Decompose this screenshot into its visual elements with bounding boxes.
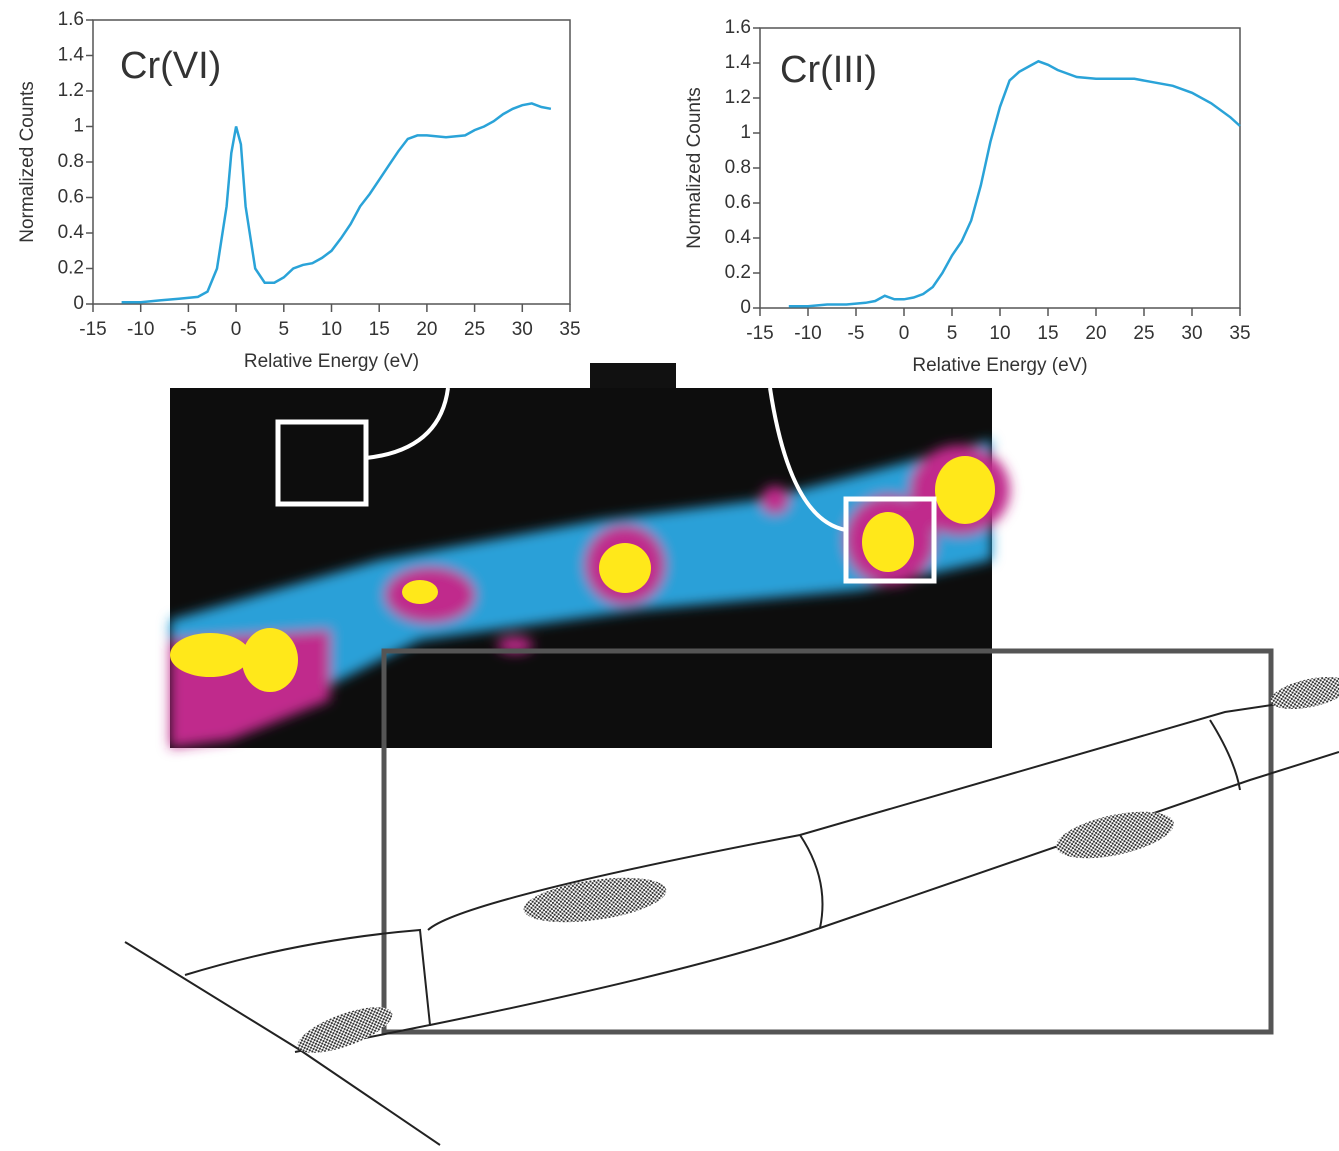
x-tick-label: 15	[1037, 323, 1058, 344]
x-tick-label: -5	[180, 319, 197, 340]
chart-title: Cr(III)	[780, 49, 877, 91]
y-tick-label: 0.8	[58, 151, 84, 172]
xrf-map	[170, 363, 1010, 748]
y-tick-label: 1	[740, 122, 751, 143]
y-tick-label: 0	[740, 297, 751, 318]
x-axis-label: Relative Energy (eV)	[244, 351, 419, 372]
x-tick-label: 30	[512, 319, 533, 340]
x-tick-label: 20	[416, 319, 437, 340]
y-tick-label: 1.6	[725, 17, 751, 38]
x-tick-label: 25	[464, 319, 485, 340]
x-tick-label: 30	[1181, 323, 1202, 344]
x-tick-label: 10	[321, 319, 342, 340]
y-tick-label: 0.8	[725, 157, 751, 178]
x-tick-label: 20	[1085, 323, 1106, 344]
data-line	[122, 103, 551, 302]
y-tick-label: 1.4	[58, 45, 85, 66]
figure: 00.20.40.60.811.21.41.6-15-10-5051015202…	[0, 0, 1339, 1151]
x-tick-label: -10	[127, 319, 154, 340]
x-axis-label: Relative Energy (eV)	[912, 355, 1087, 376]
y-tick-label: 1.6	[58, 9, 84, 30]
x-tick-label: 5	[279, 319, 290, 340]
y-tick-label: 0.2	[725, 262, 751, 283]
x-tick-label: 10	[989, 323, 1010, 344]
y-tick-label: 1.2	[725, 87, 751, 108]
x-tick-label: 0	[231, 319, 242, 340]
y-tick-label: 0.4	[58, 222, 85, 243]
chart-title: Cr(VI)	[120, 45, 221, 87]
data-line	[789, 61, 1240, 306]
x-tick-label: -5	[848, 323, 865, 344]
y-tick-label: 0.6	[725, 192, 751, 213]
y-tick-label: 1.4	[725, 52, 752, 73]
y-tick-label: 0.2	[58, 258, 84, 279]
x-tick-label: 0	[899, 323, 910, 344]
y-axis-label: Normalized Counts	[17, 81, 38, 243]
chart-panel: 0 0.2 0.4 0.6 0.8 1 1.2 1.4 1.6 -15 -10 -5 0 5 10 15 20 2…	[684, 17, 1251, 376]
y-axis-label: Normalized Counts	[684, 87, 705, 249]
chart-panel: 0 0.2 0.4 0.6 0.8 1 1.2 1.4 1.6 -15 -10 -5 0 5 10 15 20 2…	[17, 9, 581, 372]
y-tick-label: 0.4	[725, 227, 752, 248]
x-tick-label: -10	[794, 323, 821, 344]
x-tick-label: 25	[1133, 323, 1154, 344]
y-tick-label: 0	[73, 293, 84, 314]
x-tick-label: 35	[559, 319, 580, 340]
x-tick-label: -15	[79, 319, 106, 340]
x-tick-label: 35	[1229, 323, 1250, 344]
x-tick-label: 15	[369, 319, 390, 340]
y-tick-label: 1.2	[58, 80, 84, 101]
x-tick-label: -15	[746, 323, 773, 344]
x-tick-label: 5	[947, 323, 958, 344]
y-tick-label: 0.6	[58, 187, 84, 208]
y-tick-label: 1	[73, 116, 84, 137]
